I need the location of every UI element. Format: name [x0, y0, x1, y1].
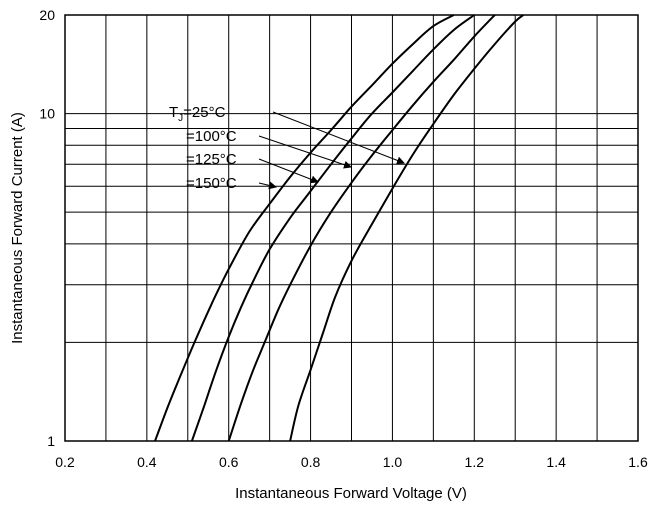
- tick-labels: 0.2 0.4 0.6 0.8 1.0 1.2 1.4 1.6 1 10 20: [39, 7, 648, 470]
- annotations: TJ=25°C =100°C =125°C =150°C: [169, 104, 405, 192]
- series-line-3: [289, 14, 525, 442]
- annotation-suffix: =100°C: [186, 128, 237, 145]
- x-tick-label: 1.0: [383, 454, 403, 470]
- y-tick-label: 20: [39, 7, 55, 23]
- annotation-label: =100°C: [186, 128, 237, 145]
- x-tick-label: 1.6: [628, 454, 648, 470]
- x-tick-label: 0.4: [137, 454, 157, 470]
- y-tick-label: 1: [47, 433, 55, 449]
- annotation-prefix: T: [169, 104, 178, 121]
- annotation-suffix: =25°C: [183, 104, 225, 121]
- series-line-1: [190, 14, 475, 442]
- y-axis-label: Instantaneous Forward Current (A): [9, 112, 26, 344]
- plot-frame: [64, 14, 639, 442]
- annotation-arrow: [258, 181, 277, 190]
- annotation-arrow: [258, 158, 319, 184]
- annotation-arrow: [258, 135, 352, 169]
- x-tick-label: 0.6: [219, 454, 239, 470]
- annotation-label: =125°C: [186, 151, 237, 168]
- x-tick-label: 0.2: [55, 454, 75, 470]
- series-line-2: [227, 14, 496, 442]
- annotation-arrow: [272, 111, 405, 165]
- annotation-subscript: J: [178, 113, 183, 124]
- grid: [65, 15, 638, 441]
- curves: [154, 14, 525, 442]
- annotation-suffix: =150°C: [186, 175, 237, 192]
- x-tick-label: 0.8: [301, 454, 321, 470]
- annotation-label: =150°C: [186, 175, 237, 192]
- x-axis-label: Instantaneous Forward Voltage (V): [235, 485, 467, 502]
- y-tick-label: 10: [39, 106, 55, 122]
- annotation-suffix: =125°C: [186, 151, 237, 168]
- annotation-label: TJ=25°C: [169, 104, 226, 124]
- x-tick-label: 1.2: [465, 454, 485, 470]
- series-line-0: [154, 14, 455, 442]
- x-tick-label: 1.4: [546, 454, 566, 470]
